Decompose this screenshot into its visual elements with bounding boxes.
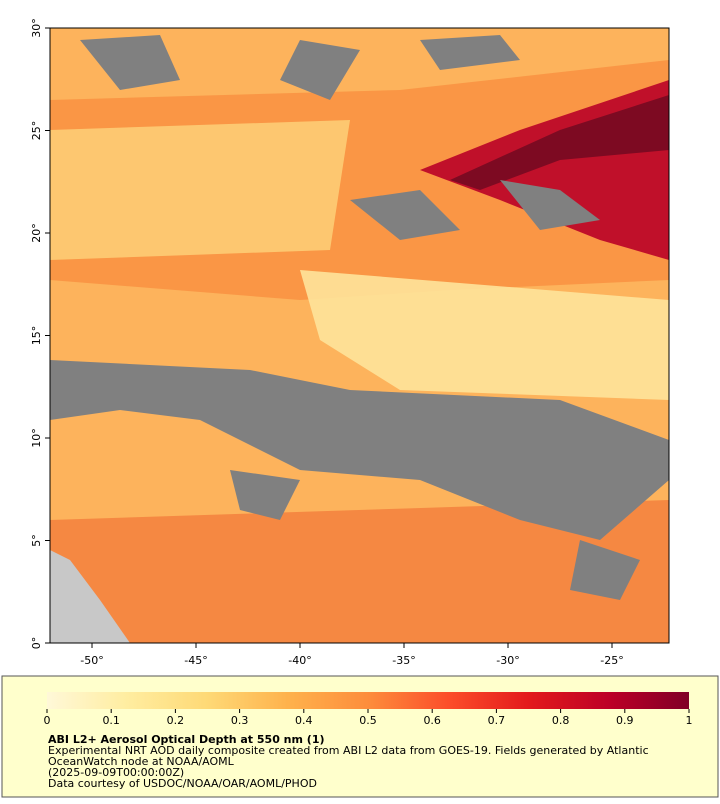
x-tick-label: -40° <box>288 654 311 667</box>
caption-line: (2025-09-09T00:00:00Z) <box>48 766 184 779</box>
colorbar-tick-label: 0 <box>44 714 51 727</box>
colorbar-tick-label: 0.2 <box>167 714 185 727</box>
colorbar-tick-label: 0.6 <box>423 714 441 727</box>
colorbar-tick-label: 1 <box>686 714 693 727</box>
colorbar-tick-label: 0.3 <box>231 714 249 727</box>
caption-line: Data courtesy of USDOC/NOAA/OAR/AOML/PHO… <box>48 777 317 790</box>
caption-line: OceanWatch node at NOAA/AOML <box>48 755 235 768</box>
y-tick-label: 20° <box>30 223 43 243</box>
x-tick-label: -45° <box>184 654 207 667</box>
y-tick-label: 15° <box>30 326 43 346</box>
y-tick-label: 10° <box>30 428 43 448</box>
colorbar-tick-label: 0.1 <box>102 714 120 727</box>
colorbar-tick-label: 0.9 <box>616 714 634 727</box>
caption-title: ABI L2+ Aerosol Optical Depth at 550 nm … <box>48 733 325 746</box>
colorbar-tick-label: 0.5 <box>359 714 377 727</box>
colorbar-tick-label: 0.7 <box>488 714 506 727</box>
colorbar <box>47 692 689 709</box>
y-tick-label: 5° <box>30 534 43 547</box>
y-tick-label: 25° <box>30 121 43 141</box>
x-tick-label: -30° <box>496 654 519 667</box>
x-tick-label: -50° <box>80 654 103 667</box>
y-tick-label: 30° <box>30 18 43 38</box>
y-tick-label: 0° <box>30 637 43 650</box>
colorbar-tick-label: 0.4 <box>295 714 313 727</box>
x-tick-label: -35° <box>392 654 415 667</box>
aod-map <box>50 28 669 643</box>
caption-line: Experimental NRT AOD daily composite cre… <box>48 744 649 757</box>
colorbar-tick-label: 0.8 <box>552 714 570 727</box>
x-tick-label: -25° <box>600 654 623 667</box>
